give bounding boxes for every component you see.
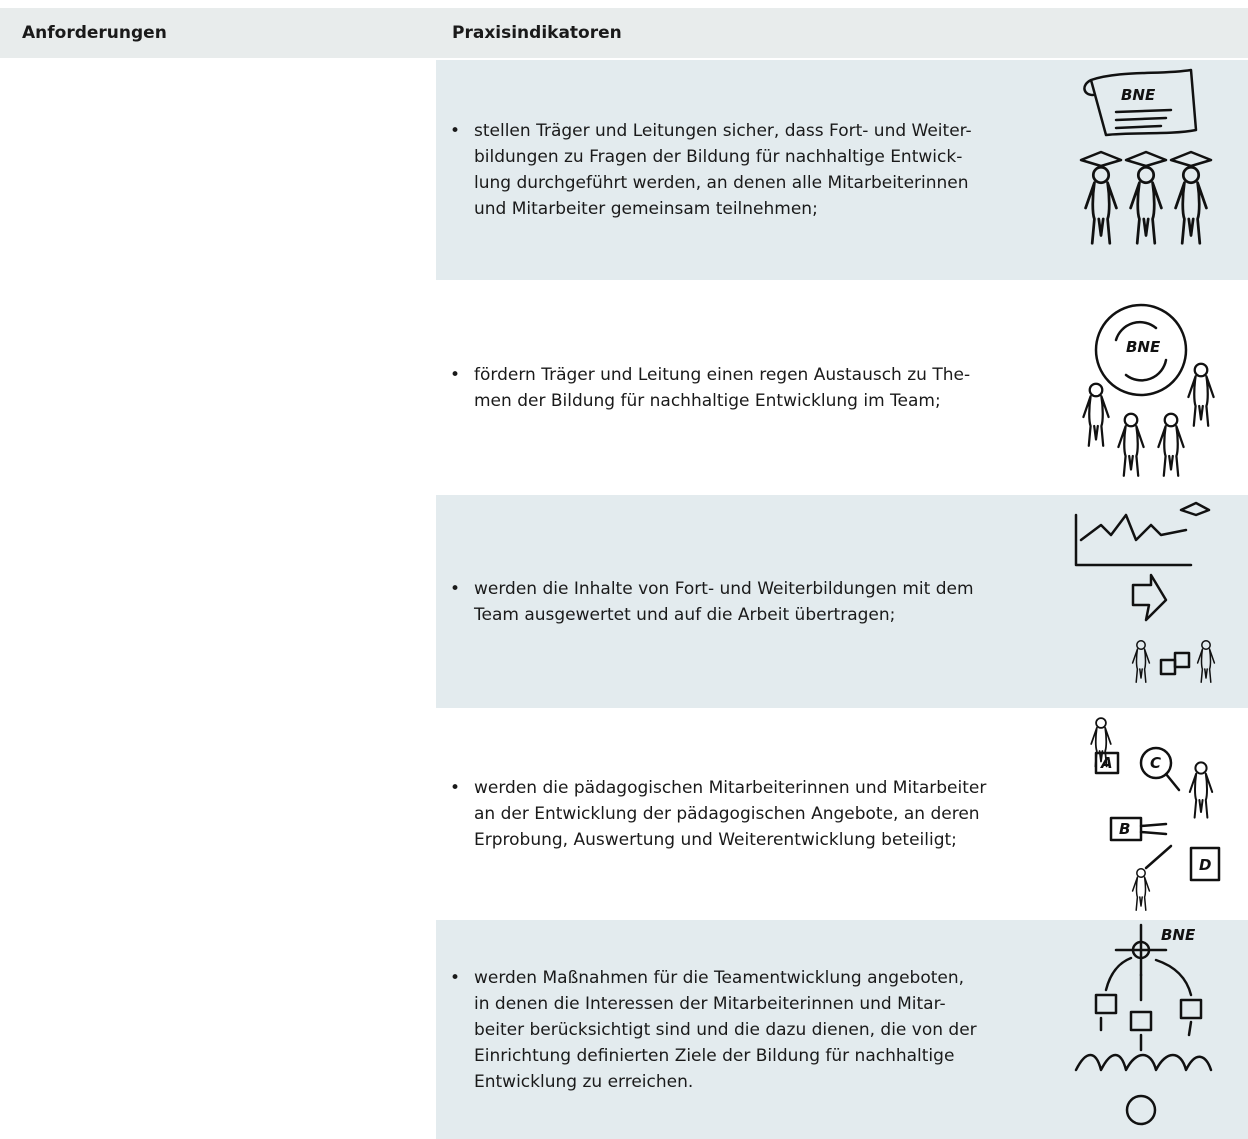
- bullet: •: [450, 364, 461, 385]
- icon-label: C: [1150, 754, 1161, 772]
- table-row: • werden die pädagogischen Mitarbeiterinn…: [436, 708, 1248, 920]
- sketch-icon: BNE: [1074, 923, 1213, 1126]
- indicator-text: • werden Maßnahmen für die Teamentwicklun…: [436, 965, 1054, 1095]
- indicator-text: • werden die pädagogischen Mitarbeiterinn…: [436, 775, 1054, 853]
- bullet: •: [450, 967, 461, 988]
- text-line: werden die Inhalte von Fort- und Weiterb…: [474, 578, 974, 599]
- text-line: Team ausgewertet und auf die Arbeit über…: [474, 604, 896, 625]
- indicator-text: • fördern Träger und Leitung einen regen …: [436, 362, 1054, 414]
- sketch-icon: A C B D: [1090, 717, 1221, 911]
- text-line: Erprobung, Auswertung und Weiterentwickl…: [474, 830, 957, 850]
- indicator-text: • werden die Inhalte von Fort- und Weiter…: [436, 576, 1054, 628]
- icon-label: D: [1199, 856, 1211, 874]
- text-line: werden die pädagogischen Mitarbeiterinne…: [474, 778, 987, 798]
- table-row: • fördern Träger und Leitung einen regen …: [436, 280, 1248, 495]
- bullet: •: [450, 121, 461, 141]
- text-line: fördern Träger und Leitung einen regen A…: [474, 364, 971, 385]
- bullet: •: [450, 578, 461, 599]
- text-line: Einrichtung definierten Ziele der Bildun…: [474, 1045, 955, 1066]
- text-line: stellen Träger und Leitungen sicher, das…: [474, 121, 972, 141]
- text-line: und Mitarbeiter gemeinsam teilnehmen;: [474, 199, 818, 219]
- icon-label: BNE: [1121, 86, 1156, 104]
- sketch-icon: [1074, 501, 1216, 683]
- text-line: lung durchgeführt werden, an denen alle …: [474, 173, 969, 193]
- table-row: • stellen Träger und Leitungen sicher, da…: [436, 60, 1248, 280]
- text-line: men der Bildung für nachhaltige Entwickl…: [474, 390, 941, 411]
- table-header: Anforderungen Praxisindikatoren: [0, 8, 1248, 58]
- table-row: • werden Maßnahmen für die Teamentwicklun…: [436, 920, 1248, 1139]
- sketch-icon: BNE: [1082, 303, 1215, 477]
- icon-label: BNE: [1126, 338, 1161, 356]
- text-line: in denen die Interessen der Mitarbeiteri…: [474, 993, 946, 1014]
- table-row: • werden die Inhalte von Fort- und Weiter…: [436, 495, 1248, 708]
- text-line: beiter berücksichtigt sind und die dazu …: [474, 1019, 977, 1040]
- text-line: an der Entwicklung der pädagogischen Ang…: [474, 804, 980, 824]
- header-cell: Praxisindikatoren: [452, 23, 622, 43]
- bullet: •: [450, 778, 461, 798]
- text-line: Entwicklung zu erreichen.: [474, 1071, 694, 1092]
- icon-label: A: [1100, 754, 1113, 772]
- icon-label: B: [1119, 820, 1130, 838]
- text-line: bildungen zu Fragen der Bildung für nach…: [474, 147, 963, 167]
- text-line: werden Maßnahmen für die Teamentwicklung…: [474, 967, 965, 988]
- sketch-icon: BNE: [1079, 68, 1213, 245]
- header-cell: Anforderungen: [22, 23, 167, 43]
- icon-label: BNE: [1161, 926, 1196, 944]
- indicator-text: • stellen Träger und Leitungen sicher, da…: [436, 118, 1054, 222]
